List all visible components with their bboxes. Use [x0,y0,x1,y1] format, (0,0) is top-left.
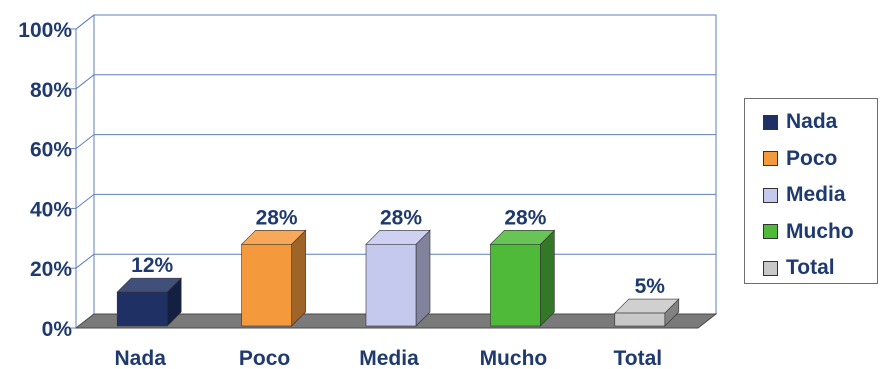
gridline-side [75,253,95,269]
x-tick-label: Nada [115,347,167,369]
bar-front [116,291,168,327]
x-tick-label: Poco [239,347,290,369]
data-label: 28% [504,206,546,229]
gridline-side [75,14,95,30]
bar-total [614,298,680,327]
side-wall [75,13,95,330]
data-label: 28% [380,206,422,229]
legend-label: Media [786,183,846,206]
data-label: 12% [131,254,173,277]
data-label: 5% [635,275,666,298]
legend-item-media: Media [763,182,846,208]
y-tick-label: 80% [30,79,72,102]
x-axis-ticks: Nada Poco Media Mucho Total [115,347,663,369]
legend-swatch [763,187,778,203]
legend-label: Nada [786,110,838,133]
bar-front [241,243,292,327]
bar-media [365,229,431,327]
bar-front [365,243,417,327]
legend-label: Mucho [786,219,854,243]
bar-side [291,229,306,327]
bar-front [490,243,541,327]
y-tick-label: 100% [18,19,72,42]
legend-item-total: Total [763,255,835,281]
legend-label: Total [786,256,835,279]
gridline-side [75,74,95,90]
bar-nada [116,277,182,327]
legend-swatch [763,151,778,166]
y-axis-ticks: 0% 20% 40% 60% 80% 100% [18,19,76,341]
y-tick-label: 20% [30,258,72,281]
data-labels: 12% 28% 28% 28% 5% [131,206,665,298]
data-label: 28% [256,206,298,229]
bar-side [415,229,431,327]
legend-label: Poco [786,146,838,170]
bars [116,229,680,327]
x-tick-label: Media [359,347,419,369]
gridline-side [75,194,95,209]
legend-swatch [763,260,778,276]
x-tick-label: Mucho [480,347,548,369]
bar-poco [240,229,307,327]
y-tick-label: 0% [42,318,73,341]
bar-side [540,229,555,327]
legend-swatch [763,224,778,239]
x-tick-label: Total [613,347,662,369]
legend-item-mucho: Mucho [763,219,854,245]
legend-item-poco: Poco [763,146,837,172]
y-tick-label: 40% [30,198,72,221]
legend: Nada Poco Media Mucho Total [744,98,878,284]
y-tick-label: 60% [30,139,72,162]
bar-mucho [489,229,556,327]
legend-item-nada: Nada [763,109,837,135]
bar-front [614,312,666,327]
gridline-side [75,134,95,149]
legend-swatch [763,114,778,130]
